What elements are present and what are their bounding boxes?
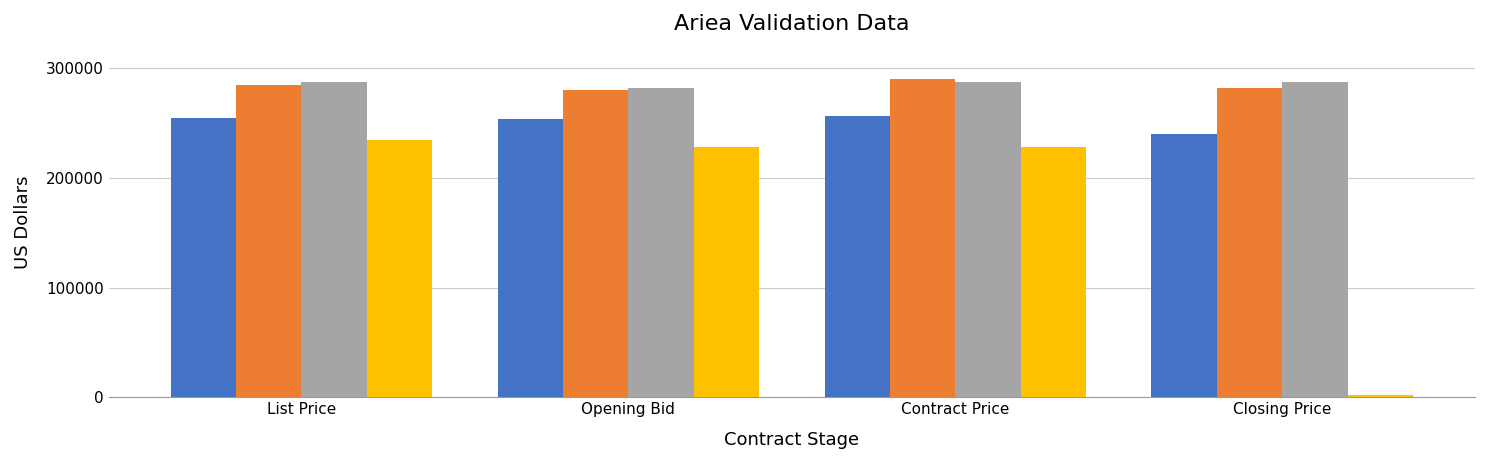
Bar [628,88,694,397]
Bar [1020,147,1085,397]
X-axis label: Contract Stage: Contract Stage [724,431,859,449]
Bar [366,140,432,397]
Bar [1151,134,1217,397]
Y-axis label: US Dollars: US Dollars [13,175,31,269]
Bar [694,147,759,397]
Bar [890,80,956,397]
Bar [825,116,890,397]
Bar [171,118,237,397]
Bar [1282,81,1348,397]
Bar [956,81,1020,397]
Bar [1348,395,1413,397]
Bar [1217,88,1282,397]
Title: Ariea Validation Data: Ariea Validation Data [675,14,910,34]
Bar [563,90,628,397]
Bar [497,119,563,397]
Bar [301,81,366,397]
Bar [237,85,301,397]
